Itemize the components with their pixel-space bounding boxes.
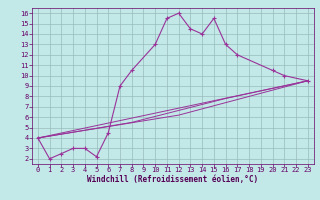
X-axis label: Windchill (Refroidissement éolien,°C): Windchill (Refroidissement éolien,°C) — [87, 175, 258, 184]
